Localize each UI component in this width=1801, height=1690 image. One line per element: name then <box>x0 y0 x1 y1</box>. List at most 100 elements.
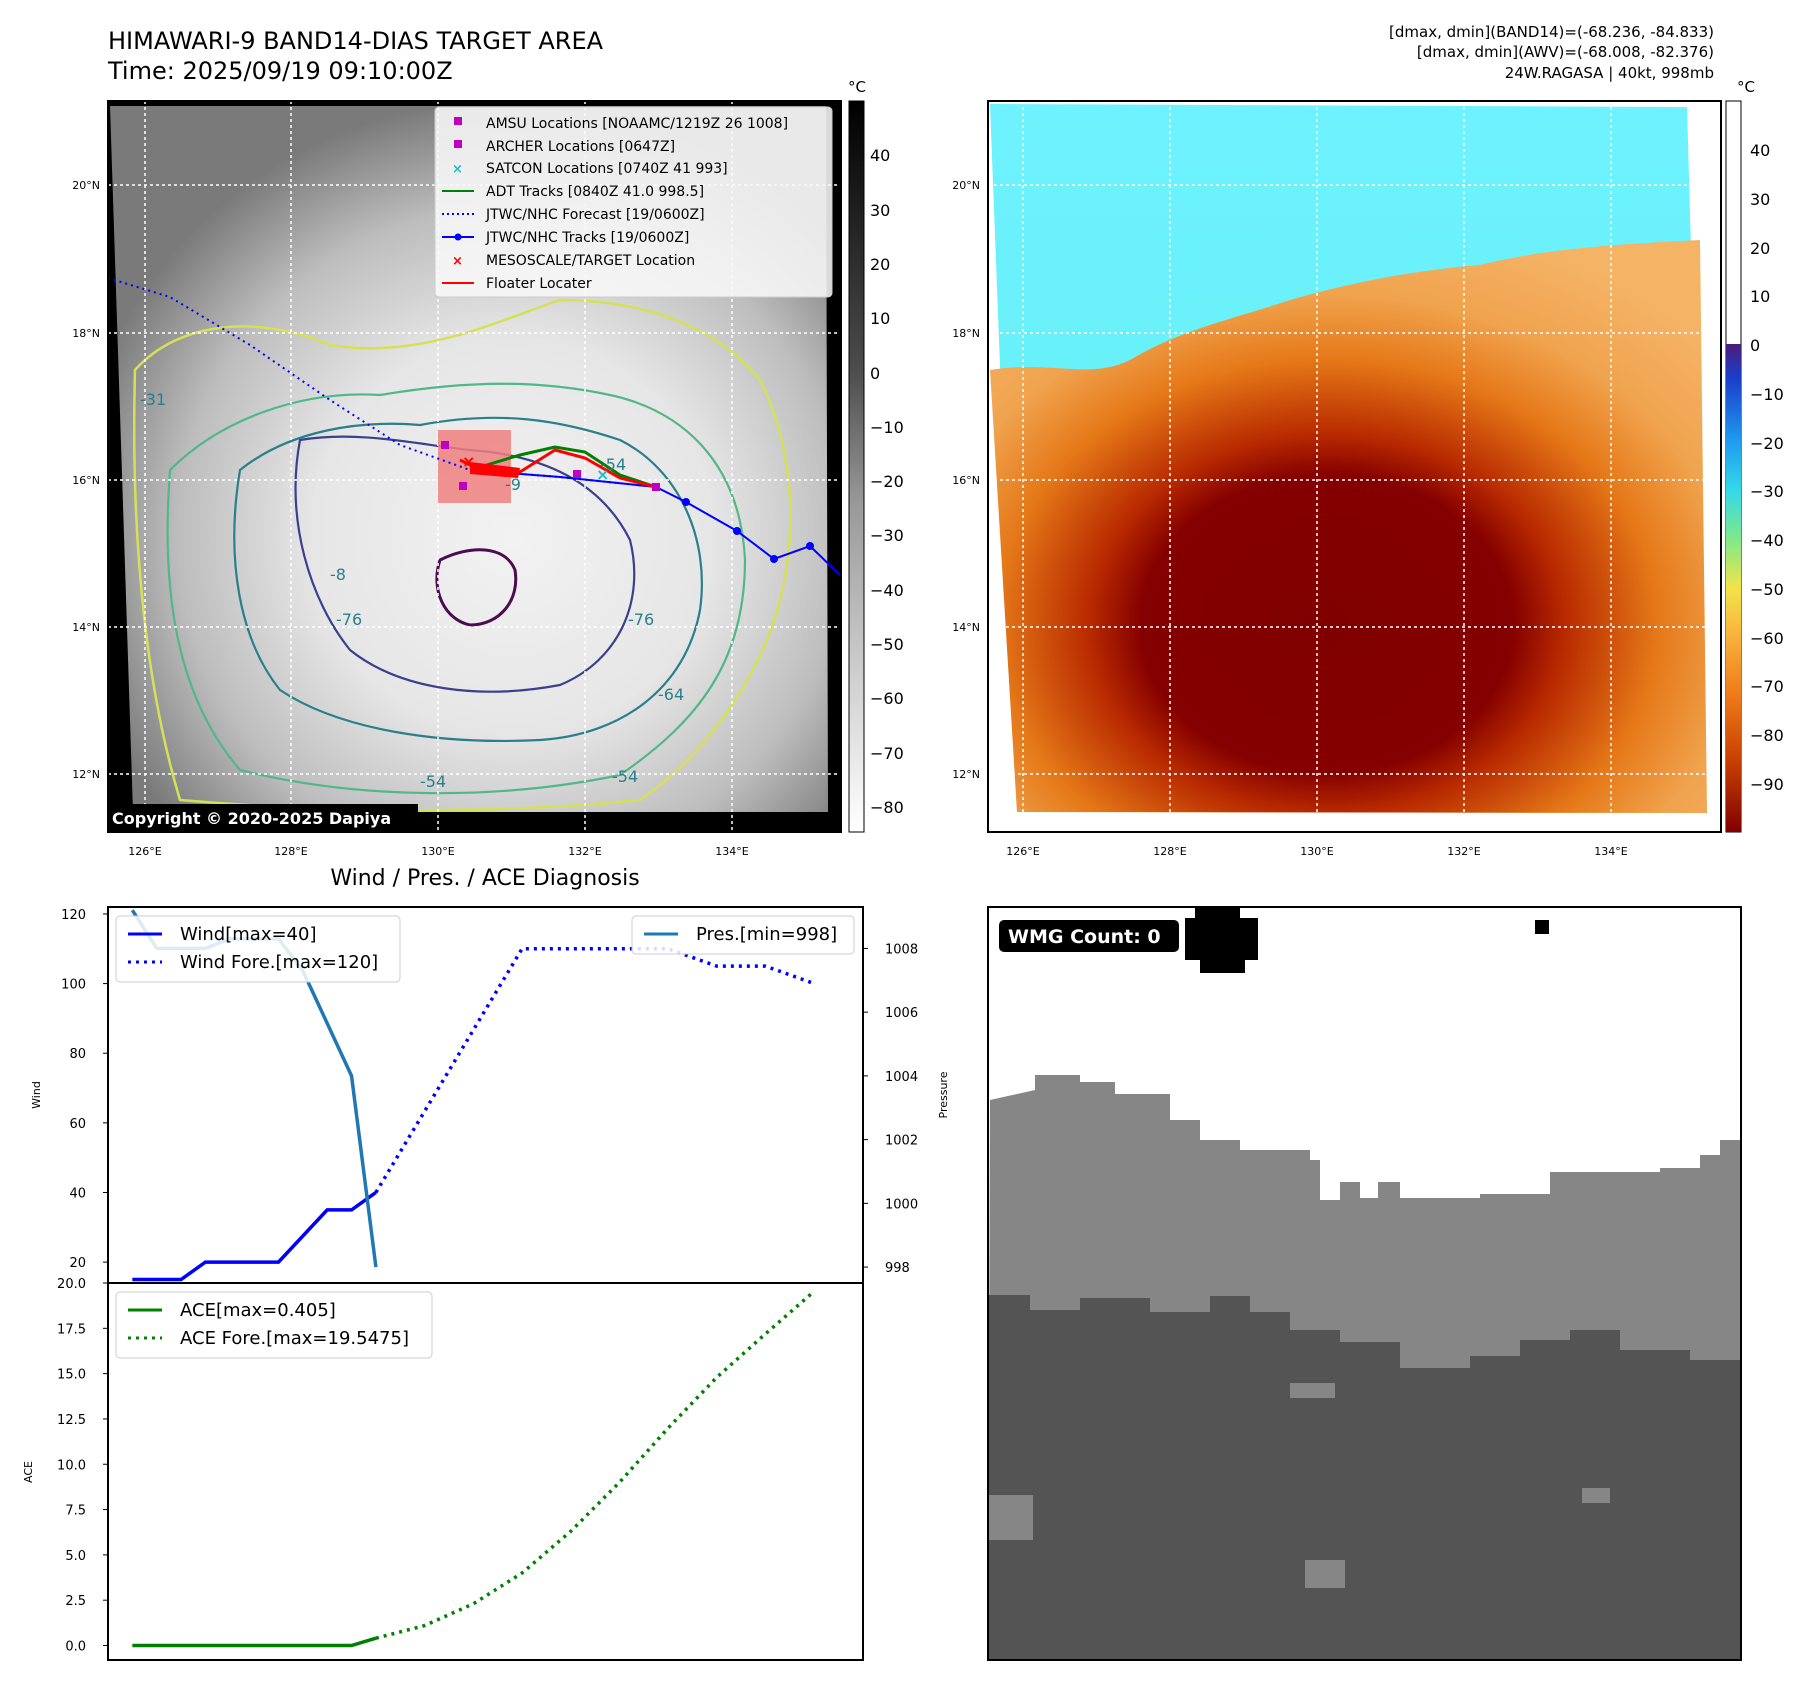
pressure-axis-label: Pressure <box>937 1071 950 1118</box>
lon-label: 128°E <box>274 845 307 858</box>
legend-label: ARCHER Locations [0647Z] <box>486 139 675 155</box>
wmg-patch <box>1305 1560 1345 1588</box>
wind-axis-label: Wind <box>30 1081 43 1109</box>
legend-label: AMSU Locations [NOAAMC/1219Z 26 1008] <box>486 116 788 132</box>
y-tick-label: 15.0 <box>57 1368 86 1383</box>
wind-pressure-chart: 20 40 60 80 100 120 998 1000 1002 1004 1006 1008 W… <box>30 906 950 1284</box>
wmg-black-dot <box>1535 920 1549 934</box>
awv-colorbar-unit: °C <box>1737 78 1755 96</box>
legend-marker <box>454 117 462 125</box>
legend-label: Floater Locater <box>486 276 592 292</box>
ir-legend: AMSU Locations [NOAAMC/1219Z 26 1008] AR… <box>434 106 833 298</box>
lat-label: 12°N <box>952 768 980 781</box>
wmg-patch <box>1290 1383 1335 1398</box>
y-tick-label: 10.0 <box>57 1458 86 1473</box>
awv-colorbar-ticks: 40 30 20 10 0 −10 −20 −30 −40 −50 −60 −7… <box>1750 141 1784 794</box>
legend-item-amsu: AMSU Locations [NOAAMC/1219Z 26 1008] <box>454 116 788 132</box>
pressure-legend-box <box>631 915 855 955</box>
awv-frame <box>987 100 1722 833</box>
dmax-band14-text: [dmax, dmin](BAND14)=(-68.236, -84.833) <box>1389 23 1714 41</box>
legend-label: JTWC/NHC Tracks [19/0600Z] <box>485 230 689 246</box>
legend-marker: × <box>452 162 463 177</box>
y-tick-label: 17.5 <box>57 1322 86 1337</box>
wmg-count-badge <box>999 920 1179 952</box>
figure-title-line2: Time: 2025/09/19 09:10:00Z <box>108 57 453 85</box>
ir-lat-labels: 20°N 18°N 16°N 14°N 12°N <box>72 179 100 781</box>
colorbar-tick: 30 <box>1750 190 1770 209</box>
contour-label: -31 <box>140 390 166 409</box>
lon-label: 132°E <box>1447 845 1480 858</box>
legend-label: SATCON Locations [0740Z 41 993] <box>486 161 728 177</box>
contour-label: -76 <box>336 610 362 629</box>
lon-label: 126°E <box>128 845 161 858</box>
lon-label: 132°E <box>568 845 601 858</box>
lon-label: 130°E <box>421 845 454 858</box>
colorbar-tick: 40 <box>870 146 890 165</box>
series-line-1 <box>374 947 815 1194</box>
ace-chart: 0.0 2.5 5.0 7.5 10.0 12.5 15.0 17.5 20.0 ACE ACE… <box>22 1277 864 1661</box>
contour-core <box>435 548 518 627</box>
colorbar-tick: −50 <box>870 635 904 654</box>
legend-wind-label: Wind[max=40] <box>180 924 317 945</box>
ir-panel: × × -31 -54 -76 -76 -64 -54 -54 -8 -9 Co… <box>72 78 904 858</box>
lat-label: 14°N <box>952 621 980 634</box>
colorbar-tick: −50 <box>1750 580 1784 599</box>
legend-ace-label: ACE[max=0.405] <box>180 1300 336 1321</box>
colorbar-tick: −30 <box>870 526 904 545</box>
figure-title-line1: HIMAWARI-9 BAND14-DIAS TARGET AREA <box>108 27 604 55</box>
legend-pres-label: Pres.[min=998] <box>696 924 837 945</box>
colorbar-tick: 10 <box>870 309 890 328</box>
awv-panel: °C 40 30 20 10 0 −10 −20 −30 −40 −50 −60… <box>952 78 1784 858</box>
ir-lon-labels: 126°E 128°E 130°E 132°E 134°E <box>128 845 748 858</box>
lat-label: 18°N <box>952 327 980 340</box>
y-tick-label: 100 <box>61 978 86 993</box>
jtwc-track <box>469 469 841 576</box>
legend-label: JTWC/NHC Forecast [19/0600Z] <box>485 207 705 223</box>
y-tick-label: 0.0 <box>65 1640 86 1655</box>
ace-y-ticks: 0.0 2.5 5.0 7.5 10.0 12.5 15.0 17.5 20.0 <box>57 1277 108 1655</box>
lat-label: 18°N <box>72 327 100 340</box>
lat-label: 16°N <box>72 474 100 487</box>
storm-info-text: 24W.RAGASA | 40kt, 998mb <box>1504 64 1714 82</box>
wind-y-ticks: 20 40 60 80 100 120 <box>61 908 108 1271</box>
colorbar-tick: −60 <box>1750 629 1784 648</box>
colorbar-tick: −40 <box>870 581 904 600</box>
colorbar-tick: −10 <box>1750 385 1784 404</box>
y-tick-label: 20 <box>69 1256 86 1271</box>
wmg-frame <box>987 906 1742 1661</box>
ir-colorbar <box>848 100 865 833</box>
lon-label: 128°E <box>1153 845 1186 858</box>
colorbar-tick: −70 <box>870 744 904 763</box>
legend-label: ADT Tracks [0840Z 41.0 998.5] <box>486 184 704 200</box>
y2-tick-label: 1000 <box>885 1197 918 1212</box>
wmg-patch <box>988 1495 1033 1540</box>
colorbar-tick: −20 <box>1750 434 1784 453</box>
wmg-panel: WMG Count: 0 <box>987 906 1742 1661</box>
floater-locater-core <box>470 462 520 478</box>
lat-label: 14°N <box>72 621 100 634</box>
colorbar-tick: 10 <box>1750 287 1770 306</box>
ir-colorbar-unit: °C <box>848 78 866 96</box>
lat-label: 20°N <box>952 179 980 192</box>
colorbar-tick: −80 <box>1750 726 1784 745</box>
legend-item-jtwc-forecast: JTWC/NHC Forecast [19/0600Z] <box>442 207 705 223</box>
lon-label: 126°E <box>1006 845 1039 858</box>
diagnosis-title: Wind / Pres. / ACE Diagnosis <box>330 866 639 891</box>
lat-label: 20°N <box>72 179 100 192</box>
awv-lat-labels: 20°N 18°N 16°N 14°N 12°N <box>952 179 980 781</box>
legend-item-floater: Floater Locater <box>442 276 592 292</box>
colorbar-tick: −10 <box>870 418 904 437</box>
colorbar-tick: 40 <box>1750 141 1770 160</box>
contour-label: -54 <box>600 455 626 474</box>
legend-label: MESOSCALE/TARGET Location <box>486 253 695 269</box>
y-tick-label: 2.5 <box>65 1594 86 1609</box>
ir-frame <box>107 100 842 833</box>
legend-item-satcon: × SATCON Locations [0740Z 41 993] <box>452 161 728 177</box>
legend-marker <box>454 140 462 148</box>
y2-tick-label: 1006 <box>885 1006 918 1021</box>
colorbar-tick: 0 <box>870 364 880 383</box>
ace-series-line-0 <box>132 1636 377 1648</box>
legend-item-archer: ARCHER Locations [0647Z] <box>454 139 675 155</box>
dmax-awv-text: [dmax, dmin](AWV)=(-68.008, -82.376) <box>1416 43 1714 61</box>
